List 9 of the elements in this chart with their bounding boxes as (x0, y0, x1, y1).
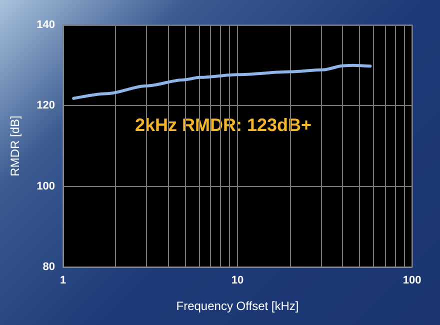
x-axis-title: Frequency Offset [kHz] (176, 299, 299, 313)
y-axis-title: RMDR [dB] (8, 116, 22, 176)
y-tick-label: 140 (36, 19, 55, 31)
y-tick-label: 120 (36, 100, 55, 112)
x-tick-label: 100 (402, 274, 422, 286)
x-tick-label: 1 (60, 274, 66, 286)
y-tick-label: 80 (42, 261, 55, 273)
x-tick-label: 10 (231, 274, 244, 286)
y-tick-label: 100 (36, 180, 55, 192)
